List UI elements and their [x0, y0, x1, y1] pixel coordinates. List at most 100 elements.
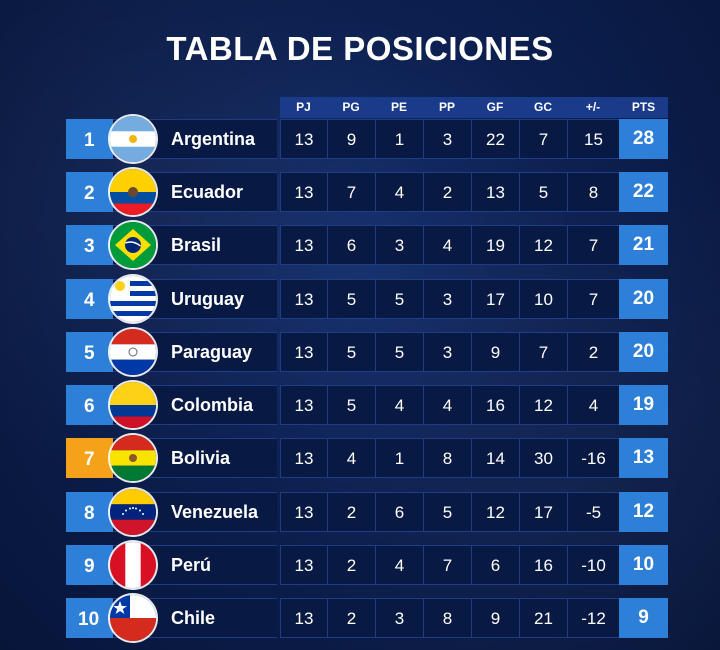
stat-pp: 2	[423, 172, 471, 212]
stat-gc: 7	[519, 332, 567, 372]
stat-pp: 8	[423, 438, 471, 478]
argentina-flag-icon	[110, 116, 156, 162]
brazil-flag-icon	[110, 222, 156, 268]
stat-pg: 2	[327, 598, 375, 638]
stat-pe: 4	[375, 172, 423, 212]
colombia-flag-icon	[110, 382, 156, 428]
stat-pj: 13	[280, 225, 327, 265]
stat-pe: 5	[375, 332, 423, 372]
team-name: Brasil	[171, 235, 222, 255]
position-cell: 2	[66, 172, 113, 212]
stat-goal-difference: -16	[567, 438, 619, 478]
table-row: 3 Brasil 13 6 3 4 19 12 7 21	[66, 222, 668, 268]
bolivia-flag-icon	[110, 435, 156, 481]
stat-pg: 4	[327, 438, 375, 478]
team-name: Colombia	[171, 395, 254, 415]
position-cell: 5	[66, 332, 113, 372]
stat-pe: 4	[375, 385, 423, 425]
stat-goal-difference: -5	[567, 492, 619, 532]
stat-gf: 22	[471, 119, 519, 159]
stat-pp: 3	[423, 119, 471, 159]
points-cell: 20	[619, 279, 668, 319]
stat-pj: 13	[280, 492, 327, 532]
header-gf: GF	[486, 100, 504, 114]
stat-goal-difference: 7	[567, 279, 619, 319]
stat-pe: 6	[375, 492, 423, 532]
stat-gc: 12	[519, 225, 567, 265]
position-cell: 7	[66, 438, 113, 478]
stat-pj: 13	[280, 598, 327, 638]
points-cell: 20	[619, 332, 668, 372]
stat-pg: 5	[327, 385, 375, 425]
stat-pe: 3	[375, 598, 423, 638]
position-cell: 9	[66, 545, 113, 585]
stat-pg: 2	[327, 492, 375, 532]
table-row: 6 Colombia 13 5 4 4 16 12 4 19	[66, 382, 668, 428]
header-pp: PP	[438, 100, 455, 114]
points-cell: 21	[619, 225, 668, 265]
points-cell: 22	[619, 172, 668, 212]
stat-gf: 16	[471, 385, 519, 425]
stat-goal-difference: 2	[567, 332, 619, 372]
stat-pp: 8	[423, 598, 471, 638]
team-name: Argentina	[171, 129, 256, 149]
stat-pg: 5	[327, 279, 375, 319]
stat-pg: 6	[327, 225, 375, 265]
table-row: 7 Bolivia 13 4 1 8 14 30 -16 13	[66, 435, 668, 481]
points-cell: 13	[619, 438, 668, 478]
stat-goal-difference: 8	[567, 172, 619, 212]
points-cell: 28	[619, 119, 668, 159]
stat-pp: 3	[423, 332, 471, 372]
points-cell: 19	[619, 385, 668, 425]
stat-pj: 13	[280, 385, 327, 425]
position-cell: 6	[66, 385, 113, 425]
header-dif: +/-	[585, 100, 601, 114]
stat-gc: 5	[519, 172, 567, 212]
stat-pj: 13	[280, 438, 327, 478]
stat-gf: 14	[471, 438, 519, 478]
stat-goal-difference: 7	[567, 225, 619, 265]
stat-gc: 16	[519, 545, 567, 585]
stat-gf: 6	[471, 545, 519, 585]
table-row: 2 Ecuador 13 7 4 2 13 5 8 22	[66, 169, 668, 215]
header-pts: PTS	[631, 100, 656, 114]
header-gc: GC	[534, 100, 552, 114]
stat-pe: 4	[375, 545, 423, 585]
table-row: 1 Argentina 13 9 1 3 22 7 15 28	[66, 116, 668, 162]
stat-gc: 30	[519, 438, 567, 478]
stat-pj: 13	[280, 332, 327, 372]
table-row: 9 Perú 13 2 4 7 6 16 -10 10	[66, 542, 668, 588]
stat-goal-difference: 15	[567, 119, 619, 159]
table-row: 4 Uruguay 13 5 5 3 17 10 7 20	[66, 276, 668, 322]
stat-gc: 17	[519, 492, 567, 532]
table-header: PJ PG PE PP GF GC +/- PTS	[280, 97, 668, 118]
stat-goal-difference: -10	[567, 545, 619, 585]
stat-pj: 13	[280, 119, 327, 159]
stat-pp: 5	[423, 492, 471, 532]
ecuador-flag-icon	[110, 169, 156, 215]
venezuela-flag-icon	[110, 489, 156, 535]
stat-pg: 9	[327, 119, 375, 159]
points-cell: 9	[619, 598, 668, 638]
stat-pp: 4	[423, 385, 471, 425]
page-title: TABLA DE POSICIONES	[166, 30, 554, 67]
position-cell: 8	[66, 492, 113, 532]
header-pe: PE	[390, 100, 407, 114]
position-cell: 4	[66, 279, 113, 319]
team-name: Venezuela	[171, 502, 259, 522]
table-row: 10 Chile 13 2 3 8 9 21 -12 9	[66, 595, 668, 641]
stat-pg: 5	[327, 332, 375, 372]
header-pg: PG	[342, 100, 360, 114]
stat-pj: 13	[280, 172, 327, 212]
table-row: 5 Paraguay 13 5 5 3 9 7 2 20	[66, 329, 668, 375]
stat-gf: 12	[471, 492, 519, 532]
table-row: 8 Venezuela 13 2 6 5 12 17 -5 12	[66, 489, 668, 535]
paraguay-flag-icon	[110, 329, 156, 375]
team-name: Bolivia	[171, 448, 231, 468]
team-name: Uruguay	[171, 289, 245, 309]
stat-pj: 13	[280, 279, 327, 319]
chile-flag-icon	[110, 595, 156, 641]
stat-pe: 1	[375, 438, 423, 478]
stat-gf: 9	[471, 598, 519, 638]
stat-gf: 9	[471, 332, 519, 372]
